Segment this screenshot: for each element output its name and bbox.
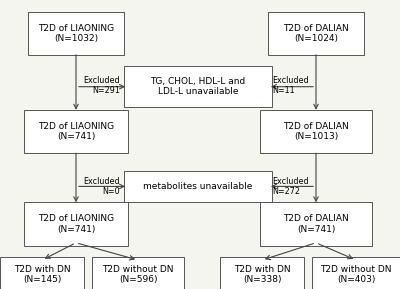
FancyBboxPatch shape [220,257,304,289]
FancyBboxPatch shape [268,12,364,55]
Text: T2D with DN
(N=145): T2D with DN (N=145) [14,265,70,284]
Text: T2D of DALIAN
(N=1013): T2D of DALIAN (N=1013) [283,122,349,141]
FancyBboxPatch shape [24,202,128,246]
Text: T2D of LIAONING
(N=1032): T2D of LIAONING (N=1032) [38,23,114,43]
FancyBboxPatch shape [312,257,400,289]
Text: TG, CHOL, HDL-L and
LDL-L unavailable: TG, CHOL, HDL-L and LDL-L unavailable [150,77,246,97]
FancyBboxPatch shape [92,257,184,289]
FancyBboxPatch shape [260,110,372,153]
Text: T2D of DALIAN
(N=1024): T2D of DALIAN (N=1024) [283,23,349,43]
Text: Excluded
N=291: Excluded N=291 [83,75,120,95]
Text: metabolites unavailable: metabolites unavailable [143,182,253,191]
FancyBboxPatch shape [260,202,372,246]
Text: T2D of DALIAN
(N=741): T2D of DALIAN (N=741) [283,214,349,234]
Text: Excluded
N=11: Excluded N=11 [272,75,309,95]
Text: Excluded
N=272: Excluded N=272 [272,177,309,196]
FancyBboxPatch shape [124,171,272,202]
Text: T2D with DN
(N=338): T2D with DN (N=338) [234,265,290,284]
FancyBboxPatch shape [28,12,124,55]
Text: T2D without DN
(N=596): T2D without DN (N=596) [102,265,174,284]
FancyBboxPatch shape [24,110,128,153]
Text: T2D of LIAONING
(N=741): T2D of LIAONING (N=741) [38,214,114,234]
FancyBboxPatch shape [124,66,272,107]
Text: Excluded
N=0: Excluded N=0 [83,177,120,196]
Text: T2D without DN
(N=403): T2D without DN (N=403) [320,265,392,284]
FancyBboxPatch shape [0,257,84,289]
Text: T2D of LIAONING
(N=741): T2D of LIAONING (N=741) [38,122,114,141]
